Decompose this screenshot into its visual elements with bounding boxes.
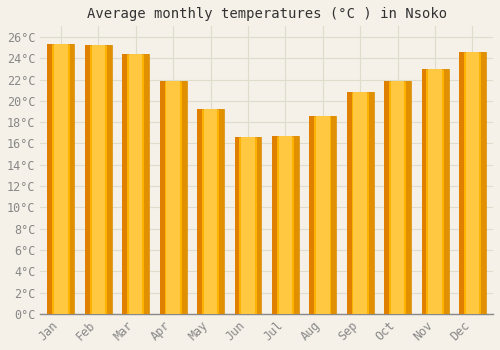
Bar (369, 92, 374, 314)
Bar (92, 46, 105, 314)
Bar (272, 136, 299, 314)
Bar (422, 69, 448, 314)
Bar (406, 80, 411, 314)
Bar (310, 116, 336, 314)
Bar (347, 92, 374, 314)
Bar (428, 69, 442, 314)
Bar (444, 69, 448, 314)
Bar (310, 116, 314, 314)
Bar (347, 92, 352, 314)
Bar (54, 44, 68, 314)
Bar (219, 109, 224, 314)
Bar (85, 46, 112, 314)
Bar (107, 46, 112, 314)
Bar (182, 80, 186, 314)
Bar (129, 54, 142, 314)
Bar (48, 44, 52, 314)
Bar (85, 46, 89, 314)
Title: Average monthly temperatures (°C ) in Nsoko: Average monthly temperatures (°C ) in Ns… (86, 7, 446, 21)
Bar (272, 136, 277, 314)
Bar (466, 52, 479, 314)
Bar (197, 109, 224, 314)
Bar (384, 80, 411, 314)
Bar (166, 80, 180, 314)
Bar (70, 44, 74, 314)
Bar (204, 109, 218, 314)
Bar (459, 52, 486, 314)
Bar (160, 80, 186, 314)
Bar (122, 54, 149, 314)
Bar (48, 44, 74, 314)
Bar (160, 80, 164, 314)
Bar (256, 137, 262, 314)
Bar (459, 52, 464, 314)
Bar (422, 69, 426, 314)
Bar (122, 54, 127, 314)
Bar (234, 137, 240, 314)
Bar (316, 116, 330, 314)
Bar (391, 80, 404, 314)
Bar (144, 54, 149, 314)
Bar (354, 92, 367, 314)
Bar (234, 137, 262, 314)
Bar (197, 109, 202, 314)
Bar (294, 136, 299, 314)
Bar (278, 136, 292, 314)
Bar (384, 80, 389, 314)
Bar (481, 52, 486, 314)
Bar (332, 116, 336, 314)
Bar (241, 137, 254, 314)
